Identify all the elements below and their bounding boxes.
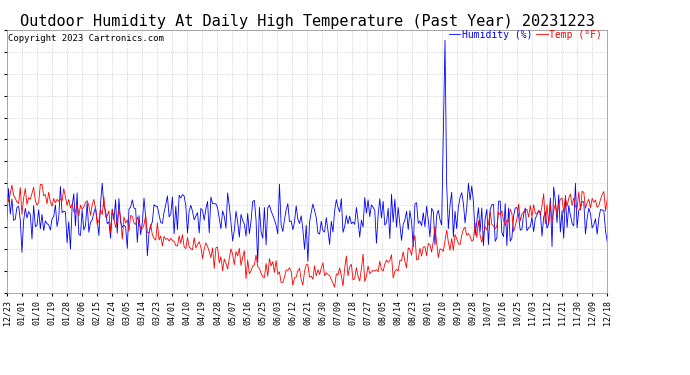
Humidity (%) [267, 209, 275, 213]
Temp (°F) [267, 264, 275, 268]
Legend: Humidity (%), Temp (°F): Humidity (%), Temp (°F) [448, 30, 602, 40]
Temp (°F) [603, 197, 611, 202]
Humidity (%) [573, 225, 581, 230]
Temp (°F) [36, 182, 44, 186]
Humidity (%) [603, 239, 611, 244]
Humidity (%) [212, 202, 220, 206]
Humidity (%) [181, 204, 190, 209]
Temp (°F) [331, 285, 339, 290]
Temp (°F) [78, 207, 86, 212]
Humidity (%) [77, 233, 85, 238]
Temp (°F) [3, 192, 11, 196]
Humidity (%) [441, 38, 449, 42]
Title: Outdoor Humidity At Daily High Temperature (Past Year) 20231223: Outdoor Humidity At Daily High Temperatu… [19, 14, 595, 29]
Humidity (%) [254, 260, 262, 265]
Text: Copyright 2023 Cartronics.com: Copyright 2023 Cartronics.com [8, 34, 164, 43]
Humidity (%) [3, 218, 11, 222]
Humidity (%) [201, 206, 210, 211]
Temp (°F) [213, 245, 221, 249]
Temp (°F) [184, 235, 192, 240]
Line: Humidity (%): Humidity (%) [7, 40, 607, 262]
Temp (°F) [204, 244, 212, 249]
Temp (°F) [573, 207, 581, 211]
Line: Temp (°F): Temp (°F) [7, 184, 607, 287]
